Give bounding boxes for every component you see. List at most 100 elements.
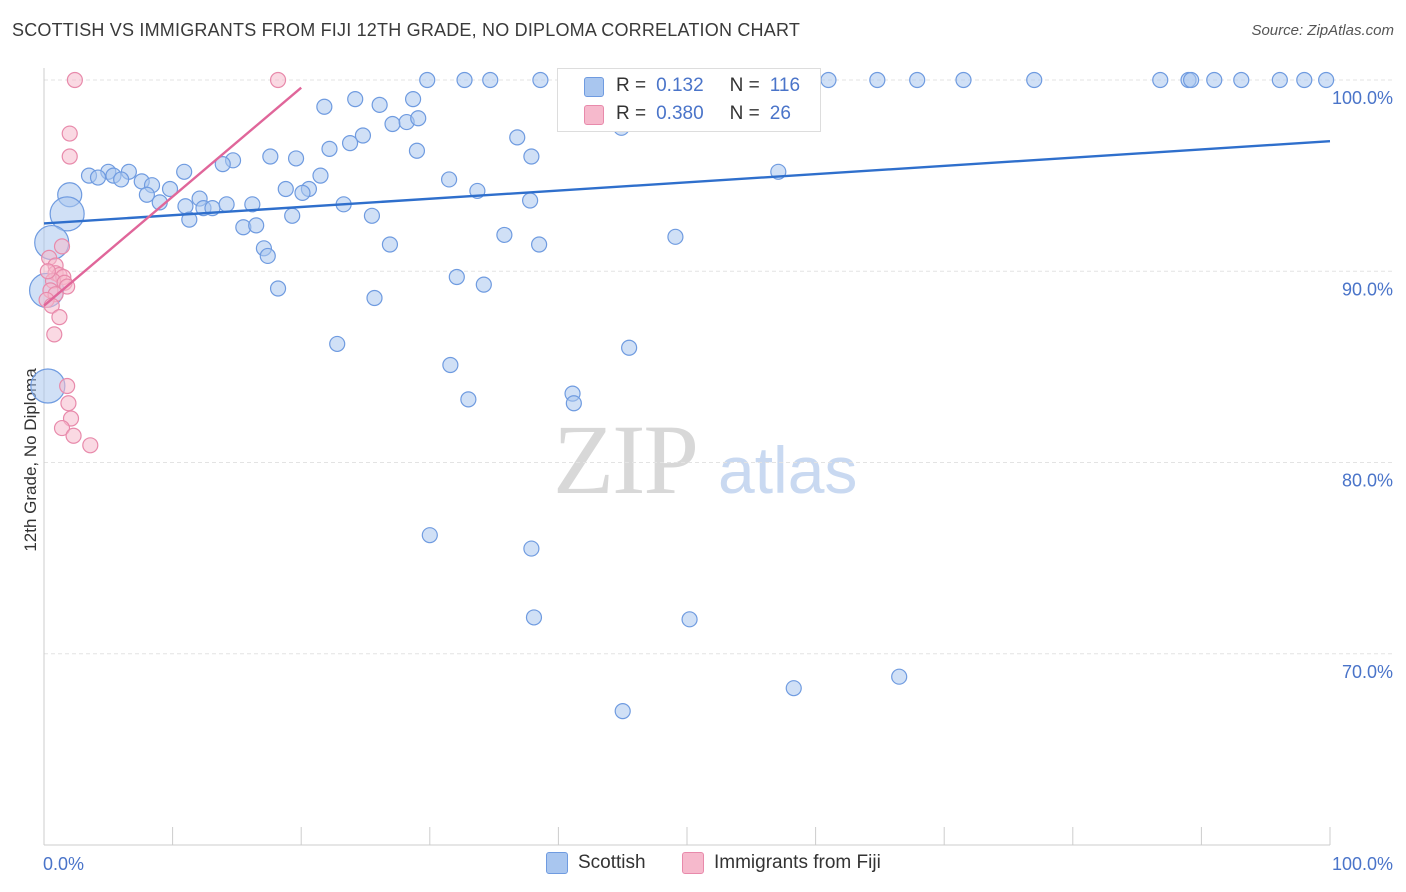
legend-n-value: 116 [769, 75, 801, 96]
scottish-point [456, 71, 473, 89]
scottish-point [269, 280, 287, 297]
fiji-point [65, 427, 82, 444]
scottish-point [329, 335, 346, 353]
fiji-point [60, 395, 77, 412]
scottish-point [161, 180, 179, 198]
scottish-point [284, 207, 301, 224]
scottish-point [421, 527, 438, 544]
scottish-point [138, 186, 155, 203]
scottish-point [532, 71, 549, 89]
scottish-point [909, 71, 926, 89]
y-axis-label: 12th Grade, No Diploma [21, 368, 40, 552]
scottish-point [1206, 71, 1223, 89]
scottish-point [312, 167, 329, 184]
fiji-point [46, 326, 63, 343]
scottish-point [410, 110, 427, 127]
scottish-point [321, 140, 338, 157]
scottish-point [363, 207, 381, 224]
legend-swatch-scottish [584, 77, 604, 97]
fiji-point [51, 309, 68, 326]
scottish-point [262, 148, 279, 165]
scottish-point [531, 236, 548, 253]
scottish-point [955, 71, 972, 89]
watermark-zip: ZIP [553, 404, 699, 515]
fiji-point [53, 238, 71, 255]
scottish-trendline [43, 140, 1331, 225]
scottish-point [496, 226, 513, 244]
bottom-legend-scottish: Scottish [546, 852, 646, 874]
scottish-point [354, 127, 372, 144]
legend-n-label: N = [729, 75, 760, 96]
scottish-point [341, 135, 359, 152]
scottish-point [419, 71, 436, 89]
scottish-point [404, 91, 422, 108]
scottish-point [176, 163, 193, 180]
scottish-point [482, 71, 499, 89]
scottish-point [869, 71, 886, 89]
scottish-point [244, 196, 261, 213]
scottish-point [316, 98, 333, 115]
scottish-point [448, 268, 465, 286]
scottish-point [89, 169, 107, 186]
scottish-point [1026, 71, 1043, 89]
fiji-point [61, 148, 78, 165]
scottish-point [1296, 71, 1313, 89]
scottish-point [381, 236, 399, 253]
scottish-point [785, 680, 802, 697]
legend-swatch-fiji [584, 105, 604, 125]
correlation-legend: R = 0.132 N = 116 R = 0.380 N = 26 [557, 68, 821, 132]
scottish-point [440, 171, 458, 188]
fiji-point [82, 437, 99, 454]
scottish-point [248, 217, 265, 234]
chart-source: Source: ZipAtlas.com [1251, 22, 1394, 39]
scottish-point [408, 142, 426, 159]
fiji-swatch [682, 852, 704, 874]
scottish-point [218, 196, 235, 213]
scottish-label: Scottish [578, 852, 646, 873]
legend-r-label: R = [616, 75, 647, 96]
y-tick-label: 90.0% [1342, 279, 1393, 299]
scottish-point [460, 391, 477, 408]
scottish-point [1318, 71, 1335, 89]
scottish-point [523, 540, 540, 557]
scottish-swatch [546, 852, 568, 874]
scottish-point [294, 184, 311, 201]
watermark-atlas: atlas [718, 433, 858, 507]
chart-title: SCOTTISH VS IMMIGRANTS FROM FIJI 12TH GR… [12, 20, 801, 40]
x-tick-label: 100.0% [1332, 854, 1393, 874]
scottish-point [820, 71, 837, 89]
scottish-point [891, 668, 908, 685]
legend-r-label: R = [616, 103, 647, 124]
legend-row-scottish: R = 0.132 N = 116 [616, 74, 800, 98]
scottish-point [277, 180, 294, 198]
x-tick-label: 0.0% [43, 854, 84, 874]
scottish-point [347, 91, 364, 108]
scottish-point [181, 211, 198, 228]
scottish-point [214, 156, 231, 173]
legend-r-value: 0.132 [656, 75, 704, 96]
scottish-point [113, 171, 130, 188]
bottom-legend-fiji: Immigrants from Fiji [682, 852, 881, 874]
scottish-point [681, 611, 698, 628]
scottish-point [614, 703, 631, 720]
scottish-point [1152, 71, 1169, 89]
scottish-point [522, 192, 539, 209]
scottish-point [1271, 71, 1288, 89]
fiji-point [39, 263, 56, 280]
y-tick-label: 70.0% [1342, 662, 1393, 682]
scottish-point [177, 198, 194, 215]
legend-r-value: 0.380 [656, 103, 704, 124]
scottish-point [667, 228, 684, 245]
y-tick-label: 100.0% [1332, 88, 1393, 108]
legend-n-label: N = [729, 103, 760, 124]
scottish-point [1233, 71, 1250, 89]
y-tick-label: 80.0% [1342, 471, 1393, 491]
scottish-point [475, 276, 492, 293]
fiji-trendline [43, 86, 302, 307]
fiji-label: Immigrants from Fiji [714, 852, 881, 873]
scottish-point [442, 356, 459, 374]
scottish-point [1183, 71, 1200, 89]
scottish-point [525, 609, 543, 626]
legend-row-fiji: R = 0.380 N = 26 [616, 102, 791, 126]
